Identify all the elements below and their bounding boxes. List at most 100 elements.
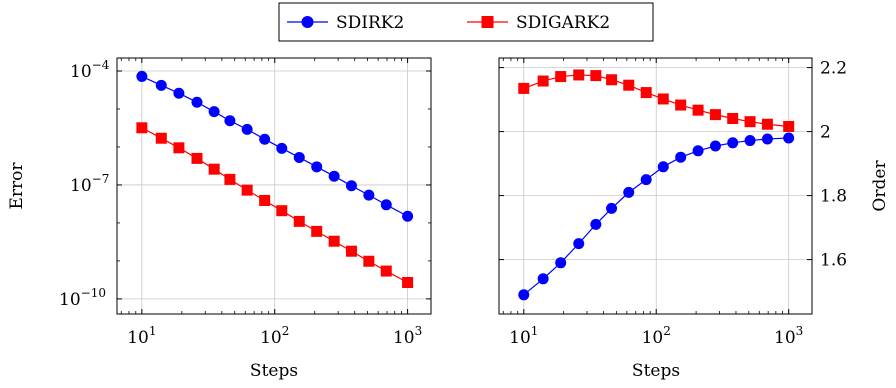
legend-marker-sdigark2 xyxy=(481,16,494,28)
error-plot-point-sdirk2 xyxy=(276,142,288,154)
error-plot-xtick-label: 102 xyxy=(260,324,289,348)
order-plot-xtick-exponent: 2 xyxy=(663,324,671,338)
order-plot-ytick-label: 2.2 xyxy=(820,59,847,79)
order-plot-xtick-base: 10 xyxy=(509,328,531,348)
error-plot-ytick-exponent: −4 xyxy=(92,58,110,72)
order-plot-point-sdigark2 xyxy=(606,74,618,86)
legend-marker-sdirk2 xyxy=(301,16,314,28)
order-plot-point-sdirk2 xyxy=(727,137,739,149)
error-plot-point-sdirk2 xyxy=(311,161,323,173)
legend: SDIRK2 SDIGARK2 xyxy=(278,2,654,42)
order-plot-point-sdigark2 xyxy=(640,87,652,99)
error-plot-series xyxy=(136,70,414,289)
order-plot-point-sdigark2 xyxy=(675,99,687,111)
error-plot-point-sdigark2 xyxy=(241,184,253,196)
order-plot-point-sdigark2 xyxy=(623,79,635,91)
error-plot-ytick-exponent: −10 xyxy=(81,286,106,300)
error-plot-ytick-label: 10−10 xyxy=(59,286,106,310)
order-plot-ylabel: Order xyxy=(870,160,890,212)
order-plot-xtick-exponent: 1 xyxy=(531,324,539,338)
error-plot-point-sdirk2 xyxy=(380,199,392,211)
error-plot-xlabel: Steps xyxy=(250,361,298,381)
order-plot-xtick-base: 10 xyxy=(774,328,796,348)
order-plot-point-sdirk2 xyxy=(675,151,687,163)
error-plot-point-sdigark2 xyxy=(276,205,288,217)
error-plot-point-sdirk2 xyxy=(155,79,167,91)
order-plot-point-sdigark2 xyxy=(709,109,721,121)
order-plot-point-sdigark2 xyxy=(783,120,795,132)
error-plot-point-sdigark2 xyxy=(136,122,148,134)
order-plot-point-sdirk2 xyxy=(744,135,756,147)
order-plot-point-sdirk2 xyxy=(606,202,618,214)
order-plot-point-sdigark2 xyxy=(555,71,567,83)
error-plot-point-sdirk2 xyxy=(345,180,357,192)
error-plot-point-sdirk2 xyxy=(402,210,414,222)
order-plot-point-sdirk2 xyxy=(518,289,530,301)
order-plot-series-line-sdigark2 xyxy=(523,74,789,128)
error-plot-point-sdirk2 xyxy=(224,115,236,127)
order-plot-point-sdirk2 xyxy=(761,133,773,145)
error-plot-ytick-base: 10 xyxy=(70,62,92,82)
order-plot-ytick-label: 1.8 xyxy=(820,187,847,207)
error-plot-xtick-exponent: 3 xyxy=(415,324,423,338)
order-plot-point-sdigark2 xyxy=(518,82,530,94)
order-plot-point-sdirk2 xyxy=(623,186,635,198)
error-plot-point-sdirk2 xyxy=(136,70,148,82)
error-plot-ylabel: Error xyxy=(7,162,27,210)
error-plot-point-sdigark2 xyxy=(328,235,340,247)
order-plot-point-sdirk2 xyxy=(640,174,652,186)
legend-entry-sdigark2: SDIGARK2 xyxy=(467,13,610,33)
order-plot-point-sdigark2 xyxy=(744,116,756,128)
error-plot-frame xyxy=(116,57,432,315)
error-plot-point-sdirk2 xyxy=(259,133,271,145)
error-plot-point-sdirk2 xyxy=(363,189,375,201)
error-plot-xtick-label: 101 xyxy=(127,324,156,348)
error-plot-point-sdigark2 xyxy=(155,132,167,144)
error-plot-xtick-base: 10 xyxy=(393,328,415,348)
error-plot-xtick-label: 103 xyxy=(393,324,422,348)
error-plot-point-sdigark2 xyxy=(363,255,375,267)
legend-label-sdirk2: SDIRK2 xyxy=(336,13,404,33)
order-plot-series xyxy=(518,69,795,301)
order-plot-xtick-label: 101 xyxy=(509,324,538,348)
order-plot-point-sdirk2 xyxy=(783,132,795,144)
error-plot-point-sdigark2 xyxy=(402,277,414,289)
order-plot-point-sdigark2 xyxy=(657,93,669,105)
order-plot-point-sdigark2 xyxy=(573,69,585,81)
order-plot-xtick-label: 103 xyxy=(774,324,803,348)
error-plot-point-sdirk2 xyxy=(208,106,220,118)
error-plot-ytick-exponent: −7 xyxy=(92,172,110,186)
error-plot-ytick-label: 10−4 xyxy=(70,58,110,82)
order-plot-ytick-label: 2 xyxy=(820,123,831,143)
error-plot-xtick-exponent: 1 xyxy=(149,324,157,338)
legend-label-sdigark2: SDIGARK2 xyxy=(516,13,610,33)
error-plot-point-sdigark2 xyxy=(224,173,236,185)
error-plot-ytick-base: 10 xyxy=(70,176,92,196)
order-plot-point-sdirk2 xyxy=(692,145,704,157)
error-plot-xtick-exponent: 2 xyxy=(282,324,290,338)
order-plot-ytick-label: 1.6 xyxy=(820,251,847,271)
error-plot-point-sdirk2 xyxy=(191,96,203,108)
order-plot-point-sdigark2 xyxy=(727,112,739,124)
order-plot-xtick-exponent: 3 xyxy=(796,324,804,338)
order-plot-frame xyxy=(498,57,813,315)
order-plot-point-sdirk2 xyxy=(537,273,549,285)
error-plot-series-line-sdigark2 xyxy=(141,127,408,284)
order-plot-point-sdirk2 xyxy=(555,257,567,269)
error-plot-point-sdirk2 xyxy=(173,87,185,99)
legend-entry-sdirk2: SDIRK2 xyxy=(287,13,404,33)
error-plot-grid xyxy=(117,58,431,314)
error-plot-xtick-base: 10 xyxy=(260,328,282,348)
error-plot-point-sdigark2 xyxy=(293,215,305,227)
error-plot-point-sdigark2 xyxy=(345,245,357,257)
error-plot-point-sdirk2 xyxy=(241,123,253,135)
error-plot-point-sdigark2 xyxy=(208,163,220,175)
order-plot-point-sdirk2 xyxy=(709,140,721,152)
error-plot-point-sdigark2 xyxy=(259,194,271,206)
order-plot-point-sdigark2 xyxy=(692,104,704,116)
error-plot-ytick-label: 10−7 xyxy=(70,172,109,196)
